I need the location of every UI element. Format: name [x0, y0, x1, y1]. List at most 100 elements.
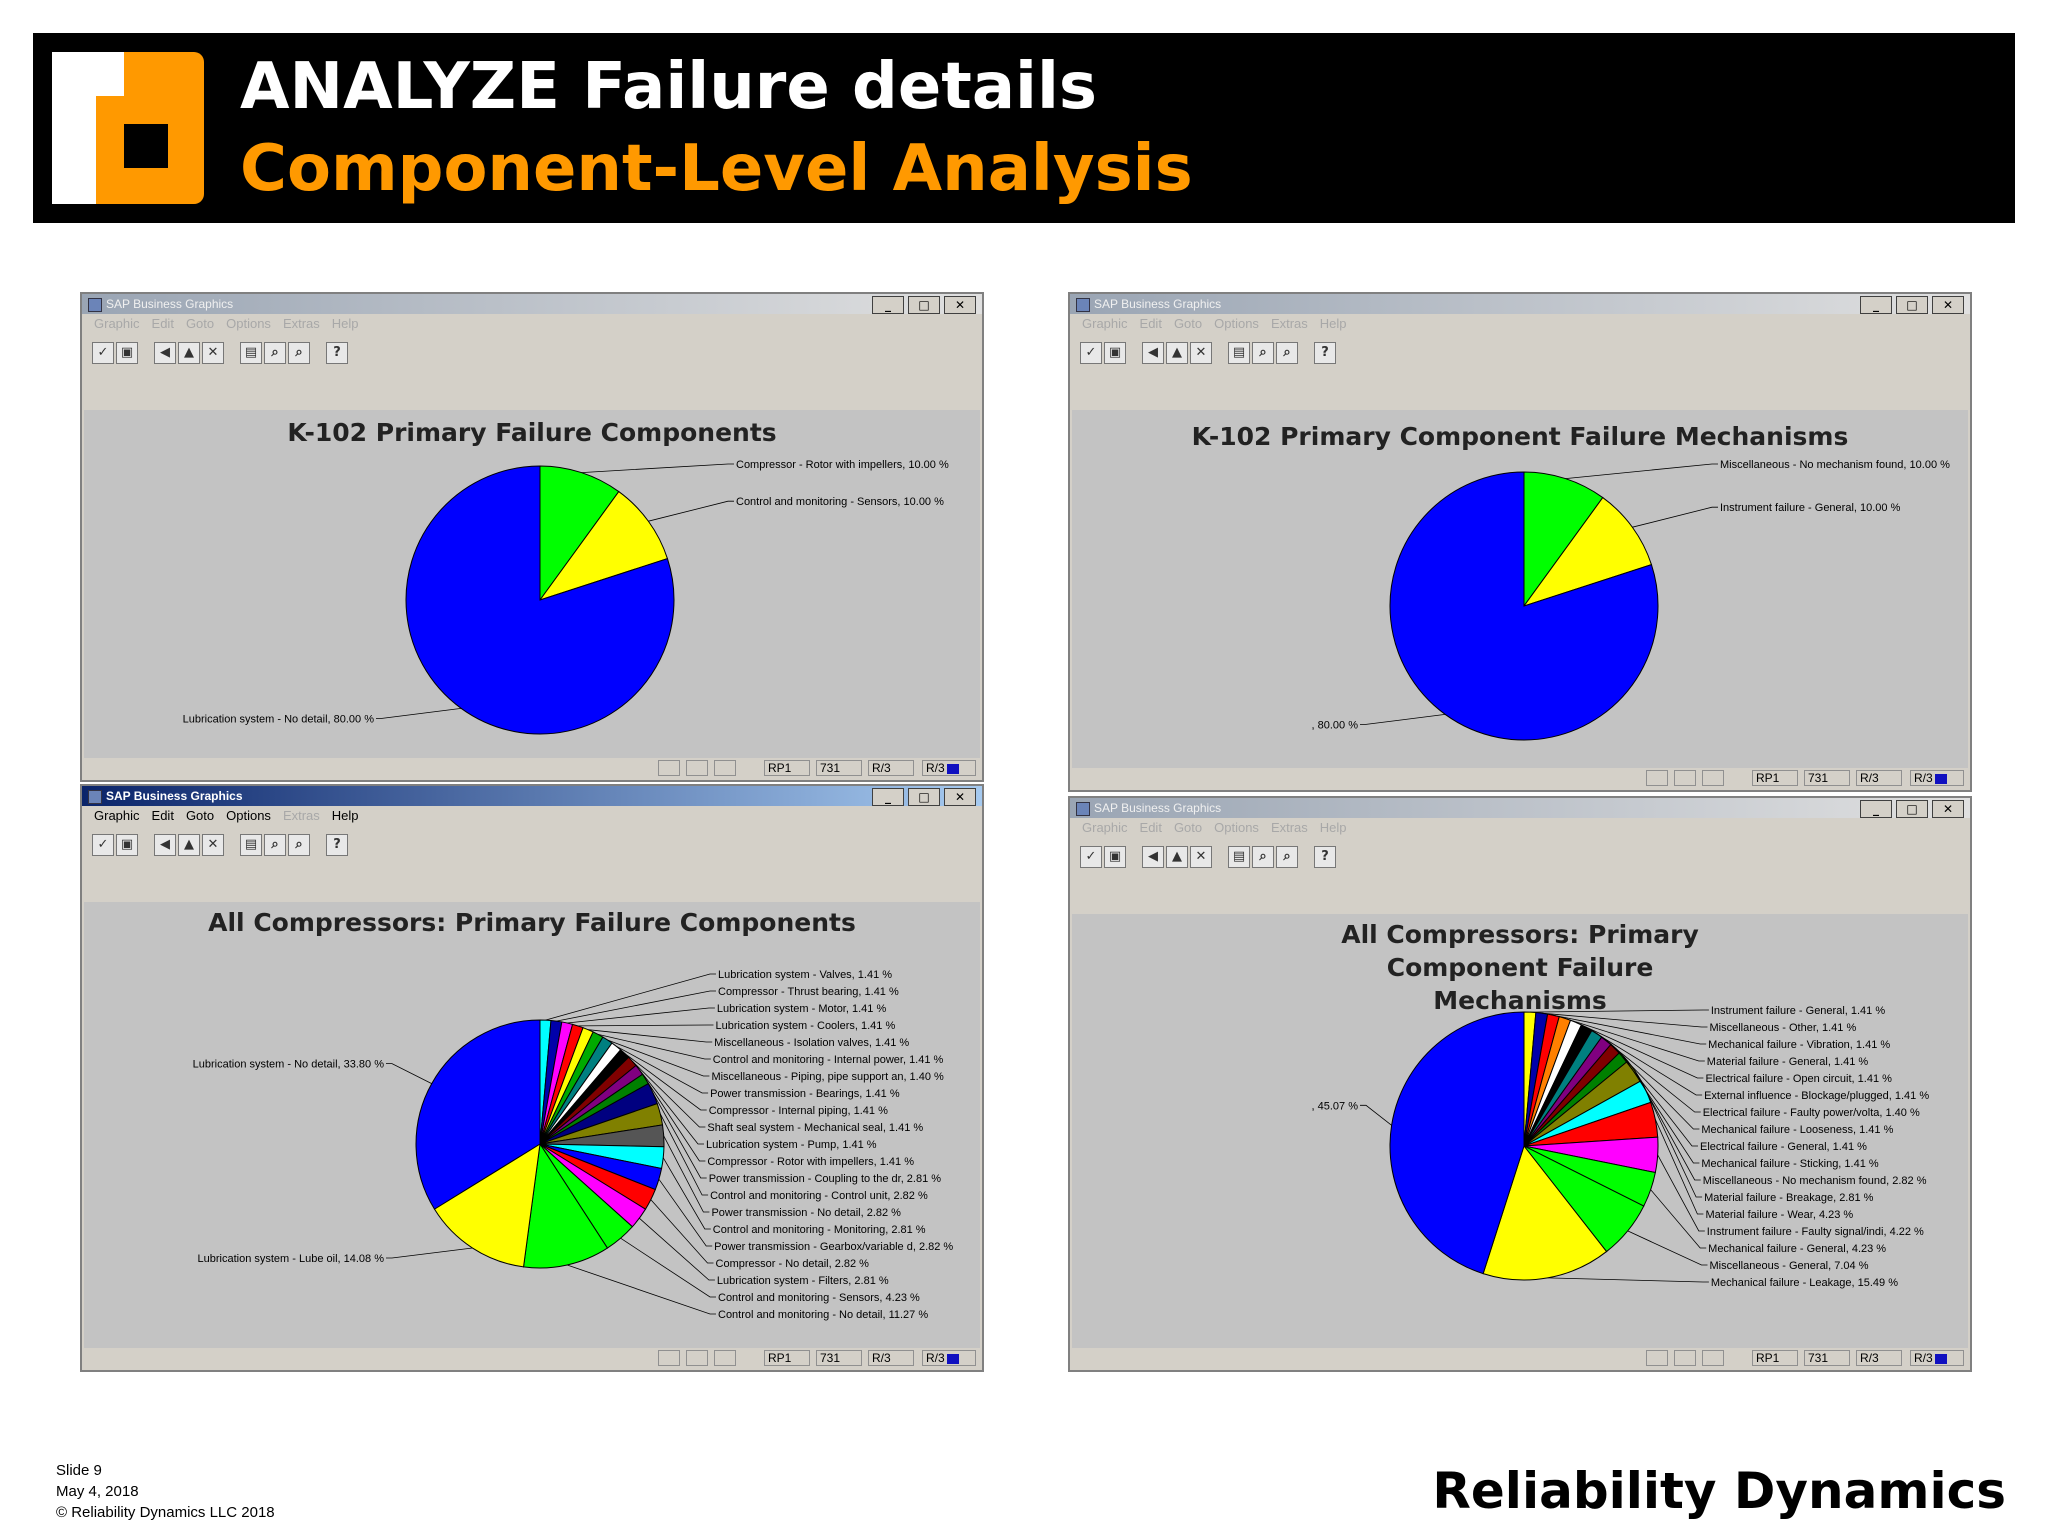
- window-titlebar[interactable]: SAP Business Graphics _ □ ✕: [82, 786, 982, 806]
- menu-edit[interactable]: Edit: [1139, 820, 1162, 835]
- save-icon[interactable]: ▣: [1104, 846, 1126, 868]
- menu-goto[interactable]: Goto: [185, 316, 215, 331]
- check-icon[interactable]: ✓: [1080, 342, 1102, 364]
- menu-goto[interactable]: Goto: [1173, 820, 1203, 835]
- flag-icon: [1934, 1353, 1947, 1364]
- leader-line: [1565, 463, 1718, 479]
- sap-window-all-components: SAP Business Graphics _ □ ✕ Graphic Edit Got…: [80, 784, 984, 1372]
- menu-goto[interactable]: Goto: [1173, 316, 1203, 331]
- menu-help[interactable]: Help: [331, 316, 359, 331]
- pie-slice: [1482, 1144, 1608, 1281]
- close-icon[interactable]: ✕: [944, 296, 976, 314]
- back-icon[interactable]: ◀: [154, 342, 176, 364]
- print-icon[interactable]: ▤: [1228, 846, 1250, 868]
- find-next-icon[interactable]: ⌕: [288, 834, 310, 856]
- find-icon[interactable]: ⌕: [1252, 342, 1274, 364]
- help-icon[interactable]: ?: [326, 834, 348, 856]
- slice-label: Electrical failure - Open circuit, 1.41 …: [1705, 1073, 1892, 1085]
- window-titlebar[interactable]: SAP Business Graphics _ □ ✕: [1070, 798, 1970, 818]
- exit-icon[interactable]: ▲: [1166, 846, 1188, 868]
- maximize-icon[interactable]: □: [1896, 800, 1928, 818]
- print-icon[interactable]: ▤: [1228, 342, 1250, 364]
- flag-icon: [946, 1353, 959, 1364]
- check-icon[interactable]: ✓: [92, 342, 114, 364]
- menu-edit[interactable]: Edit: [151, 808, 174, 823]
- find-next-icon[interactable]: ⌕: [1276, 846, 1298, 868]
- slice-label: Compressor - Rotor with impellers, 1.41 …: [707, 1156, 914, 1168]
- maximize-icon[interactable]: □: [908, 296, 940, 314]
- menu-graphic[interactable]: Graphic: [94, 316, 140, 331]
- menu-help[interactable]: Help: [1319, 316, 1347, 331]
- close-icon[interactable]: ✕: [944, 788, 976, 806]
- close-icon[interactable]: ✕: [1932, 800, 1964, 818]
- menu-help[interactable]: Help: [331, 808, 359, 823]
- help-icon[interactable]: ?: [1314, 342, 1336, 364]
- minimize-icon[interactable]: _: [872, 296, 904, 314]
- menu-extras[interactable]: Extras: [1270, 820, 1308, 835]
- cancel-icon[interactable]: ✕: [1190, 846, 1212, 868]
- exit-icon[interactable]: ▲: [178, 834, 200, 856]
- leader-line: [577, 1024, 714, 1027]
- chart-title: K-102 Primary Failure Components: [287, 418, 777, 447]
- leader-line: [1634, 1070, 1701, 1181]
- menu-options[interactable]: Options: [226, 316, 271, 331]
- help-icon[interactable]: ?: [326, 342, 348, 364]
- save-icon[interactable]: ▣: [1104, 342, 1126, 364]
- status-client: 731: [1804, 770, 1850, 786]
- menu-edit[interactable]: Edit: [151, 316, 174, 331]
- cancel-icon[interactable]: ✕: [202, 342, 224, 364]
- print-icon[interactable]: ▤: [240, 834, 262, 856]
- menu-options[interactable]: Options: [1214, 820, 1259, 835]
- save-icon[interactable]: ▣: [116, 342, 138, 364]
- cancel-icon[interactable]: ✕: [1190, 342, 1212, 364]
- menu-options[interactable]: Options: [226, 808, 271, 823]
- save-icon[interactable]: ▣: [116, 834, 138, 856]
- slice-label: Material failure - General, 1.41 %: [1707, 1056, 1869, 1068]
- minimize-icon[interactable]: _: [1860, 800, 1892, 818]
- app-icon: [88, 790, 102, 804]
- leader-line: [1655, 1119, 1704, 1215]
- back-icon[interactable]: ◀: [154, 834, 176, 856]
- pie-chart: Lubrication system - Valves, 1.41 % Compr…: [193, 969, 954, 1321]
- exit-icon[interactable]: ▲: [1166, 342, 1188, 364]
- minimize-icon[interactable]: _: [1860, 296, 1892, 314]
- menu-edit[interactable]: Edit: [1139, 316, 1162, 331]
- minimize-icon[interactable]: _: [872, 788, 904, 806]
- maximize-icon[interactable]: □: [908, 788, 940, 806]
- slice-label: Power transmission - Coupling to the dr,…: [709, 1173, 942, 1185]
- print-icon[interactable]: ▤: [240, 342, 262, 364]
- menu-options[interactable]: Options: [1214, 316, 1259, 331]
- window-titlebar[interactable]: SAP Business Graphics _ □ ✕: [1070, 294, 1970, 314]
- close-icon[interactable]: ✕: [1932, 296, 1964, 314]
- menu-graphic[interactable]: Graphic: [1082, 820, 1128, 835]
- slice-label: Miscellaneous - No mechanism found, 10.0…: [1720, 459, 1950, 471]
- menu-extras[interactable]: Extras: [282, 808, 320, 823]
- check-icon[interactable]: ✓: [92, 834, 114, 856]
- status-box: [714, 760, 736, 776]
- toolbar: ✓ ▣ ◀ ▲ ✕ ▤ ⌕ ⌕?: [92, 342, 350, 368]
- menu-graphic[interactable]: Graphic: [94, 808, 140, 823]
- menu-extras[interactable]: Extras: [282, 316, 320, 331]
- window-titlebar[interactable]: SAP Business Graphics _ □ ✕: [82, 294, 982, 314]
- slice-label: Mechanical failure - Sticking, 1.41 %: [1701, 1158, 1879, 1170]
- find-icon[interactable]: ⌕: [264, 342, 286, 364]
- help-icon[interactable]: ?: [1314, 846, 1336, 868]
- maximize-icon[interactable]: □: [1896, 296, 1928, 314]
- find-next-icon[interactable]: ⌕: [1276, 342, 1298, 364]
- find-next-icon[interactable]: ⌕: [288, 342, 310, 364]
- leader-line: [1596, 1033, 1701, 1113]
- menu-goto[interactable]: Goto: [185, 808, 215, 823]
- menu-graphic[interactable]: Graphic: [1082, 316, 1128, 331]
- exit-icon[interactable]: ▲: [178, 342, 200, 364]
- check-icon[interactable]: ✓: [1080, 846, 1102, 868]
- find-icon[interactable]: ⌕: [1252, 846, 1274, 868]
- cancel-icon[interactable]: ✕: [202, 834, 224, 856]
- menu-help[interactable]: Help: [1319, 820, 1347, 835]
- leader-line: [650, 1199, 714, 1264]
- status-box: [686, 1350, 708, 1366]
- find-icon[interactable]: ⌕: [264, 834, 286, 856]
- back-icon[interactable]: ◀: [1142, 846, 1164, 868]
- leader-line: [652, 1093, 707, 1179]
- back-icon[interactable]: ◀: [1142, 342, 1164, 364]
- menu-extras[interactable]: Extras: [1270, 316, 1308, 331]
